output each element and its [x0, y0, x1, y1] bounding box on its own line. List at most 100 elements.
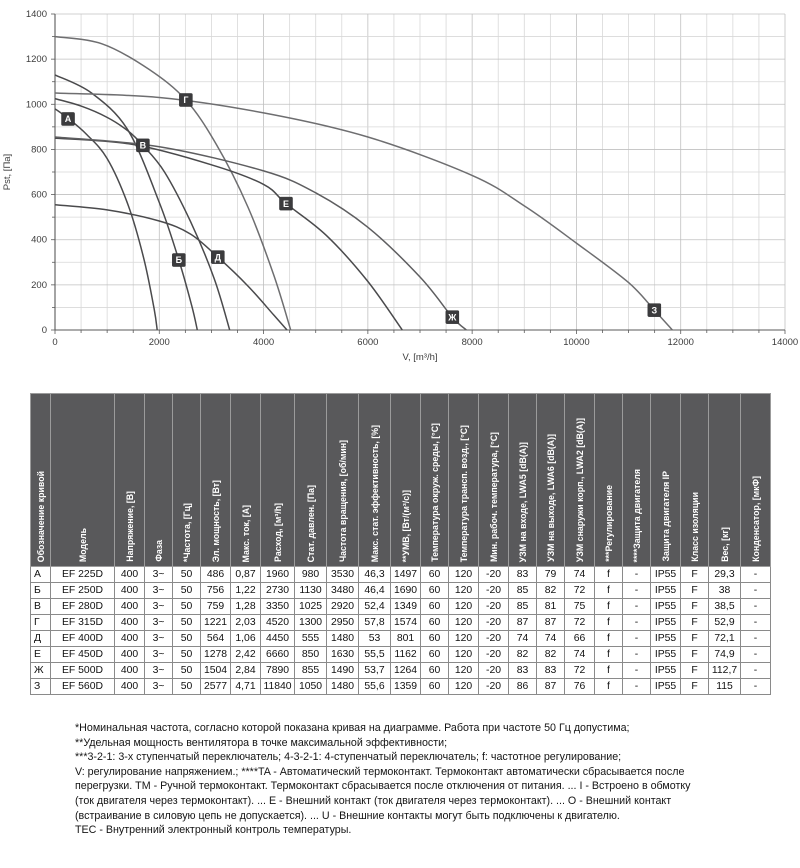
value-cell: F [680, 598, 709, 615]
value-cell: 1690 [390, 582, 421, 599]
x-tick-label: 8000 [462, 337, 483, 348]
svg-text:З: З [652, 305, 658, 315]
curve-Е [54, 137, 403, 331]
value-cell: 74 [536, 630, 565, 647]
svg-text:А: А [65, 114, 72, 124]
value-cell: 85 [508, 598, 537, 615]
value-cell: 76 [564, 678, 595, 695]
value-cell: 400 [114, 630, 145, 647]
value-cell: IP55 [650, 646, 681, 663]
value-cell: F [680, 630, 709, 647]
value-cell: 38,5 [708, 598, 741, 615]
value-cell: 11840 [260, 678, 295, 695]
model-cell: EF 315D [50, 614, 115, 631]
value-cell: 50 [172, 614, 201, 631]
value-cell: 3~ [144, 646, 173, 663]
value-cell: 115 [708, 678, 741, 695]
value-cell: f [594, 566, 623, 583]
value-cell: 52,4 [358, 598, 391, 615]
value-cell: 1221 [200, 614, 231, 631]
value-cell: - [740, 630, 771, 647]
value-cell: 980 [294, 566, 327, 583]
column-header-label: Эл. мощность, [Вт] [210, 479, 221, 562]
value-cell: 120 [448, 614, 479, 631]
table-row: Г EF 315D 400 3~ 50 1221 2,03 4520 1300 2950 57,8 1… [30, 614, 771, 631]
value-cell: IP55 [650, 614, 681, 631]
value-cell: 82 [536, 582, 565, 599]
column-header: Температура трансп. возд., [°C] [448, 393, 479, 567]
value-cell: 3~ [144, 566, 173, 583]
value-cell: 55,5 [358, 646, 391, 663]
value-cell: - [740, 614, 771, 631]
footnote-line: *Номинальная частота, согласно которой п… [75, 722, 630, 734]
value-cell: IP55 [650, 566, 681, 583]
value-cell: 75 [564, 598, 595, 615]
value-cell: 83 [508, 566, 537, 583]
value-cell: 46,3 [358, 566, 391, 583]
column-header-label: Вес, [кг] [719, 527, 730, 562]
footnote-line: (ток двигателя через термоконтакт). ... … [75, 794, 672, 807]
curve-З [54, 92, 673, 331]
column-header: Обозначение кривой [30, 393, 51, 567]
value-cell: -20 [478, 662, 509, 679]
footnote-line: перегрузки. TM - Ручной термоконтакт. Те… [75, 780, 691, 793]
value-cell: 1025 [294, 598, 327, 615]
svg-text:Е: Е [283, 199, 289, 209]
column-header: Температура окруж. среды, [°C] [420, 393, 449, 567]
value-cell: 60 [420, 566, 449, 583]
value-cell: 50 [172, 646, 201, 663]
value-cell: 1050 [294, 678, 327, 695]
value-cell: 4520 [260, 614, 295, 631]
column-header: Эл. мощность, [Вт] [200, 393, 231, 567]
column-header: ***Регулирование [594, 393, 623, 567]
value-cell: 400 [114, 566, 145, 583]
footnote-line: (встраивание в силовую цепь не допускает… [75, 809, 620, 822]
value-cell: 400 [114, 678, 145, 695]
value-cell: 2,84 [230, 662, 261, 679]
column-header-label: **УМВ, [Вт/(м³/с)] [400, 489, 411, 562]
value-cell: - [740, 662, 771, 679]
y-tick-label: 800 [31, 144, 47, 155]
table-row: Ж EF 500D 400 3~ 50 1504 2,84 7890 855 1490 53,7 12… [30, 662, 771, 679]
value-cell: 3~ [144, 630, 173, 647]
value-cell: -20 [478, 678, 509, 695]
header-row: Обозначение кривой Модель Напряжение, [В] Ф… [30, 393, 771, 567]
x-tick-label: 0 [52, 337, 57, 348]
value-cell: 60 [420, 646, 449, 663]
value-cell: - [622, 566, 651, 583]
value-cell: 120 [448, 646, 479, 663]
value-cell: 46,4 [358, 582, 391, 599]
value-cell: 60 [420, 582, 449, 599]
value-cell: 87 [536, 614, 565, 631]
value-cell: 0,87 [230, 566, 261, 583]
y-tick-label: 200 [31, 280, 47, 291]
value-cell: 3~ [144, 662, 173, 679]
column-header: Частота вращения, [об/мин] [326, 393, 359, 567]
column-header-label: Мин. рабоч. температура, [°C] [488, 431, 499, 562]
value-cell: 855 [294, 662, 327, 679]
model-cell: EF 500D [50, 662, 115, 679]
column-header-label: Обозначение кривой [35, 470, 46, 562]
curve-id-cell: Б [30, 582, 51, 599]
value-cell: 29,3 [708, 566, 741, 583]
value-cell: 72 [564, 614, 595, 631]
curve-id-cell: А [30, 566, 51, 583]
model-cell: EF 250D [50, 582, 115, 599]
column-header-label: Конденсатор, [мкФ] [750, 476, 761, 562]
column-header-label: УЗМ снаружи корп., LWA2 [dB(A)] [574, 417, 585, 562]
spec-table-wrap: Обозначение кривой Модель Напряжение, [В] Ф… [30, 393, 771, 695]
value-cell: 83 [508, 662, 537, 679]
y-tick-label: 0 [42, 325, 47, 336]
value-cell: 564 [200, 630, 231, 647]
value-cell: 1,22 [230, 582, 261, 599]
column-header: Класс изоляции [680, 393, 709, 567]
value-cell: 66 [564, 630, 595, 647]
value-cell: 72 [564, 582, 595, 599]
value-cell: 50 [172, 582, 201, 599]
value-cell: 850 [294, 646, 327, 663]
x-tick-label: 10000 [563, 337, 589, 348]
table-row: Д EF 400D 400 3~ 50 564 1,06 4450 555 1480 53 801 60… [30, 630, 771, 647]
value-cell: 400 [114, 662, 145, 679]
value-cell: 2,42 [230, 646, 261, 663]
